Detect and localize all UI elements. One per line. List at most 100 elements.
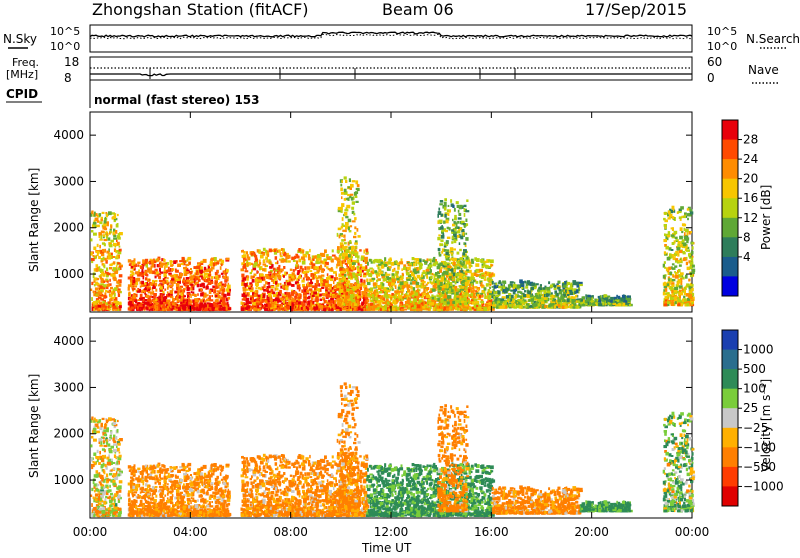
power-cell [326,277,328,280]
power-cell [104,220,107,223]
power-cell [181,297,183,300]
power-cell [211,307,215,309]
power-cell [414,305,417,309]
power-cell [396,299,398,303]
power-cell [128,277,130,280]
power-cell [161,258,163,261]
power-cell [380,296,384,299]
power-cell [256,298,259,301]
power-cell [294,300,296,303]
power-cell [205,304,208,307]
power-cell [263,263,265,265]
power-cell [480,259,483,262]
power-cell [107,284,109,287]
power-cell [337,298,341,300]
power-cell [311,262,313,265]
power-cell [113,306,117,309]
power-cell [117,223,119,227]
power-cell [303,292,307,295]
power-cell [368,273,372,277]
power-cell [95,287,99,290]
power-cell [455,227,458,229]
power-cell [209,268,213,271]
power-cell [291,284,295,287]
power-cell [407,299,411,303]
power-cell [413,299,417,302]
power-cell [372,297,374,301]
power-cell [383,278,387,281]
power-cell [327,273,329,276]
power-cell [159,298,162,302]
power-cell [143,276,145,280]
power-cell [109,279,111,282]
power-cell [454,218,457,221]
power-cell [320,279,323,281]
power-cell [227,302,229,304]
power-cell [391,302,393,304]
power-cell [456,261,459,264]
power-cell [345,216,348,218]
power-cell [447,301,450,304]
power-cell [336,266,338,268]
power-cell [376,280,378,282]
power-cell [302,261,306,265]
power-cell [341,203,344,207]
power-cell [94,284,96,287]
power-cell [108,256,111,260]
power-cell [381,274,385,276]
power-cell [444,278,446,280]
power-cell [226,288,230,291]
power-cell [250,289,254,292]
power-cell [249,262,252,265]
power-cell [310,279,312,282]
power-cell [367,293,370,297]
power-cell [437,237,440,240]
power-cell [203,259,207,263]
power-cell [155,283,157,287]
power-cell [190,284,193,286]
power-cell [448,205,450,207]
power-cell [466,269,469,271]
power-cell [222,286,224,290]
power-cell [175,309,178,311]
power-cell [160,301,164,304]
power-cell [350,188,352,191]
power-cell [386,273,388,277]
power-cell [343,277,346,280]
power-cell [152,271,156,275]
power-cell [326,307,329,309]
power-cell [111,212,115,214]
power-cell [320,281,323,283]
power-cell [443,271,446,275]
power-cell [444,207,447,211]
power-cell [400,282,404,286]
power-cell [351,197,354,201]
power-cell [204,300,206,302]
power-cell [195,298,199,302]
power-cell [313,256,316,259]
power-cell [444,249,447,252]
power-cell [388,259,392,262]
power-cell [472,285,474,288]
power-cell [460,308,462,310]
power-cell [440,226,444,229]
power-cell [182,306,184,309]
power-cell [215,286,218,289]
power-cell [374,270,377,273]
power-cell [453,269,455,273]
power-cell [290,269,293,271]
power-cell [167,277,169,279]
power-cell [267,260,269,263]
power-cell [340,188,343,192]
power-cell [279,272,281,275]
power-cell [267,250,269,252]
power-cell [184,284,188,286]
power-cell [261,294,263,297]
power-cell [472,307,474,309]
power-cell [132,288,136,290]
power-cell [245,298,249,302]
power-cell [109,308,111,310]
power-cell [307,305,309,307]
power-cell [458,210,460,213]
power-cell [430,281,432,283]
